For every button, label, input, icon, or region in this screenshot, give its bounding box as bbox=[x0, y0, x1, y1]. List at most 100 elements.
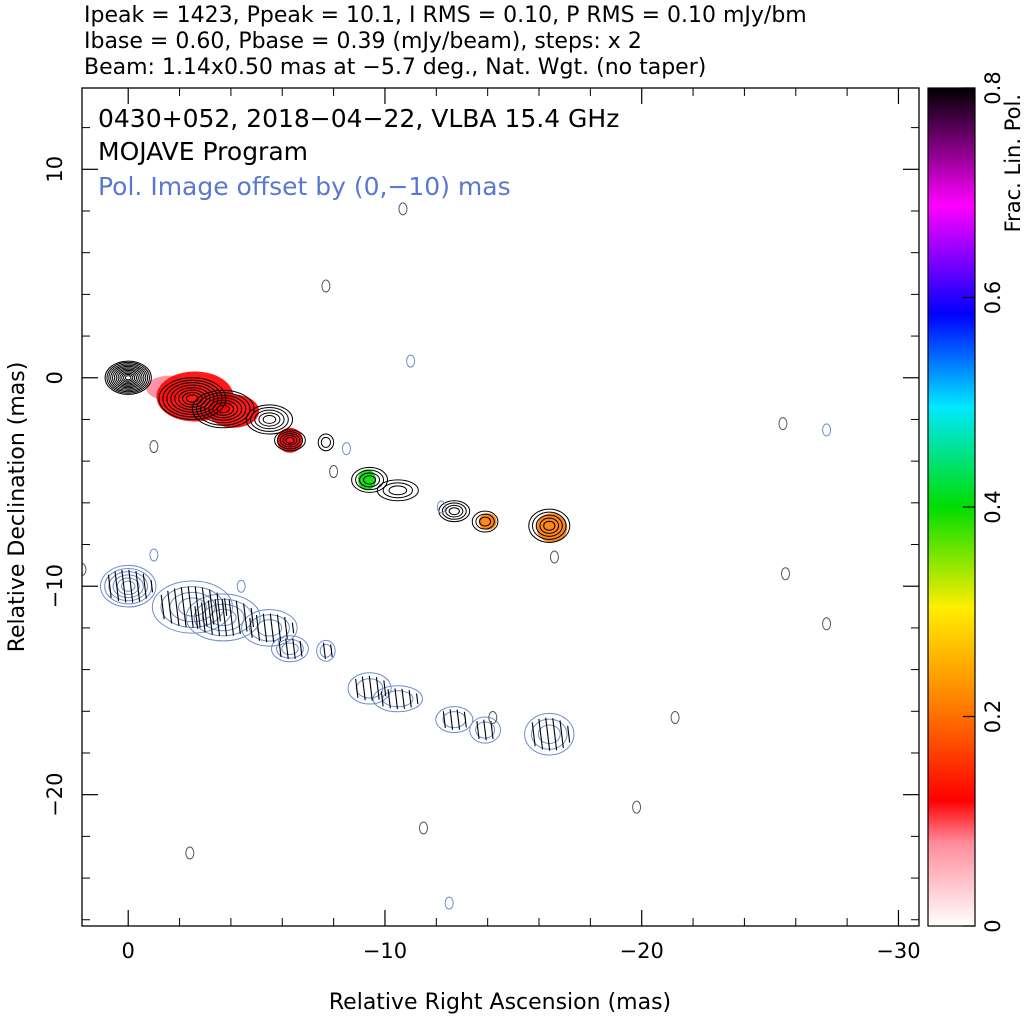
stokes-i-contour-9-0 bbox=[471, 510, 499, 533]
evpa-stick-4 bbox=[135, 570, 141, 602]
evpa-stick-62 bbox=[567, 725, 571, 743]
noise-contour-6 bbox=[822, 423, 832, 437]
pol-contour-4-2 bbox=[281, 642, 299, 656]
noise-contour-8 bbox=[632, 800, 642, 814]
stokes-i-contour-9-1 bbox=[475, 513, 495, 530]
evpa-stick-28 bbox=[262, 613, 268, 643]
pol-contour-6-0 bbox=[347, 672, 392, 705]
noise-contour-16 bbox=[549, 550, 559, 564]
noise-contour-15 bbox=[406, 354, 416, 368]
evpa-stick-8 bbox=[167, 590, 173, 624]
evpa-stick-59 bbox=[545, 717, 551, 751]
stokes-i-contour-2-6 bbox=[216, 404, 230, 414]
stokes-i-contour-2-1 bbox=[196, 392, 251, 426]
stokes-i-contour-8-3 bbox=[448, 507, 460, 516]
noise-contour-9 bbox=[444, 896, 454, 910]
plot-frame bbox=[81, 87, 920, 927]
evpa-stick-15 bbox=[216, 592, 221, 622]
evpa-stick-61 bbox=[559, 720, 564, 749]
evpa-stick-23 bbox=[235, 600, 241, 635]
polarized-intensity-contours bbox=[99, 564, 575, 756]
evpa-stick-38 bbox=[330, 644, 333, 658]
evpa-stick-16 bbox=[224, 598, 228, 616]
colorbar-tick-label-0: 0 bbox=[981, 919, 1005, 932]
program-annotation: MOJAVE Program bbox=[98, 137, 308, 166]
stokes-i-contour-4-0 bbox=[274, 429, 306, 452]
evpa-stick-27 bbox=[255, 614, 261, 641]
pol-contour-9-1 bbox=[475, 721, 496, 739]
evpa-stick-32 bbox=[291, 622, 295, 634]
pol-contour-9-0 bbox=[469, 716, 502, 744]
evpa-stick-22 bbox=[228, 599, 235, 636]
evpa-stick-40 bbox=[361, 676, 366, 701]
stokes-i-contour-5-0 bbox=[317, 433, 335, 452]
stokes-i-contour-0-8 bbox=[119, 371, 138, 385]
evpa-stick-3 bbox=[128, 569, 134, 603]
colorbar-tick-label-4: 0.8 bbox=[981, 71, 1005, 104]
evpa-stick-41 bbox=[368, 675, 373, 701]
evpa-stick-49 bbox=[416, 693, 419, 705]
pol-contour-1-3 bbox=[177, 597, 207, 617]
colorbar-tick-label-2: 0.4 bbox=[981, 490, 1005, 523]
evpa-stick-53 bbox=[463, 711, 467, 728]
evpa-stick-35 bbox=[292, 638, 296, 659]
noise-contour-20 bbox=[398, 202, 408, 216]
pol-contour-0-0 bbox=[99, 564, 157, 608]
noise-contour-19 bbox=[149, 440, 159, 454]
pol-contour-5-0 bbox=[316, 639, 336, 662]
pol-contour-0-5 bbox=[120, 580, 136, 592]
stokes-i-contour-0-5 bbox=[113, 367, 143, 389]
stokes-i-contour-1-1 bbox=[162, 379, 223, 418]
evpa-stick-48 bbox=[408, 690, 412, 708]
evpa-stick-43 bbox=[383, 680, 387, 697]
stokes-i-contour-10-0 bbox=[528, 508, 571, 543]
stokes-i-contour-6-3 bbox=[363, 475, 377, 485]
stokes-i-contour-6-0 bbox=[351, 466, 389, 493]
noise-contour-4 bbox=[670, 711, 680, 725]
stokes-i-contour-3-0 bbox=[245, 404, 294, 435]
pol-contour-8-1 bbox=[442, 711, 467, 729]
pol-contour-4-0 bbox=[270, 635, 309, 663]
evpa-stick-2 bbox=[121, 569, 127, 603]
stokes-i-contour-3-3 bbox=[258, 412, 281, 427]
noise-contour-7 bbox=[822, 617, 832, 631]
evpa-stick-14 bbox=[209, 589, 215, 625]
colorbar-tick-label-3: 0.6 bbox=[981, 281, 1005, 314]
x-tick-label-3: −30 bbox=[876, 939, 920, 963]
header-line-2: Ibase = 0.60, Pbase = 0.39 (mJy/beam), s… bbox=[84, 29, 642, 54]
evpa-stick-51 bbox=[449, 709, 454, 730]
noise-contour-5 bbox=[778, 417, 788, 431]
noise-contour-0 bbox=[436, 500, 446, 514]
pol-contour-1-1 bbox=[160, 586, 225, 628]
evpa-stick-30 bbox=[276, 614, 282, 642]
stokes-i-contour-7-1 bbox=[382, 482, 413, 499]
pol-contour-0-4 bbox=[116, 577, 140, 595]
header-line-3: Beam: 1.14x0.50 mas at −5.7 deg., Nat. W… bbox=[84, 55, 706, 80]
stokes-i-contour-4-4 bbox=[285, 436, 295, 444]
evpa-stick-11 bbox=[187, 586, 194, 628]
pol-contour-4-1 bbox=[276, 638, 304, 659]
evpa-stick-29 bbox=[269, 613, 275, 643]
pol-contour-3-1 bbox=[248, 614, 290, 642]
x-axis-label: Relative Right Ascension (mas) bbox=[329, 990, 671, 1015]
stokes-i-contour-2-4 bbox=[208, 399, 239, 419]
noise-contour-22 bbox=[488, 711, 498, 725]
pol-contour-8-0 bbox=[435, 706, 474, 734]
stokes-i-contour-10-4 bbox=[543, 520, 556, 531]
noise-contour-2 bbox=[47, 551, 55, 563]
stokes-i-contour-0-2 bbox=[108, 363, 149, 393]
noise-contour-1 bbox=[329, 465, 339, 479]
stokes-i-contour-8-1 bbox=[441, 502, 467, 520]
noise-contour-17 bbox=[780, 567, 790, 581]
evpa-vectors bbox=[107, 569, 571, 751]
evpa-stick-25 bbox=[250, 607, 255, 628]
noise-contour-13 bbox=[82, 563, 87, 577]
evpa-stick-54 bbox=[476, 721, 480, 740]
evpa-stick-6 bbox=[150, 579, 154, 593]
evpa-stick-50 bbox=[442, 711, 446, 729]
stokes-i-contour-0-11 bbox=[124, 375, 132, 381]
evpa-stick-21 bbox=[221, 598, 228, 637]
evpa-stick-5 bbox=[142, 573, 147, 599]
x-tick-label-0: 0 bbox=[122, 939, 135, 963]
